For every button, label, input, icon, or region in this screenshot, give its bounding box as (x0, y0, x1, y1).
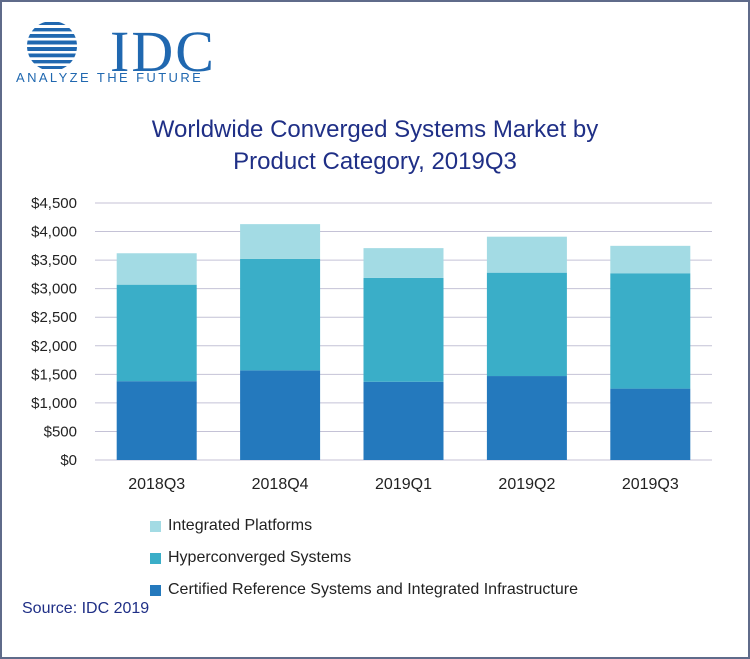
legend: Integrated Platforms Hyperconverged Syst… (150, 510, 578, 606)
y-tick-label: $500 (44, 423, 77, 440)
legend-label-hyperconverged-systems: Hyperconverged Systems (168, 549, 352, 566)
legend-swatch-integrated-platforms (150, 520, 161, 532)
bar-segment-2019Q3-0 (610, 388, 691, 460)
y-tick-label: $4,500 (31, 195, 77, 212)
legend-swatch-hyperconverged-systems (150, 552, 161, 564)
logo-wordmark: IDC (110, 19, 216, 84)
bar-segment-2018Q3-1 (116, 284, 197, 382)
bar-segment-2018Q4-2 (240, 224, 321, 259)
bar-segment-2018Q3-0 (116, 381, 197, 460)
chart-title-line-2: Product Category, 2019Q3 (233, 148, 517, 175)
x-tick-label: 2018Q3 (128, 476, 185, 493)
bar-segment-2018Q4-1 (240, 258, 321, 371)
bar-segment-2019Q1-0 (363, 381, 444, 460)
bar-segment-2018Q3-2 (116, 253, 197, 285)
y-tick-label: $1,500 (31, 366, 77, 383)
legend-item-certified-reference: Certified Reference Systems and Integrat… (150, 574, 578, 606)
y-tick-label: $2,000 (31, 338, 77, 355)
legend-item-integrated-platforms: Integrated Platforms (150, 510, 578, 542)
bar-segment-2019Q1-1 (363, 277, 444, 382)
y-tick-label: $2,500 (31, 309, 77, 326)
bar-segment-2019Q3-2 (610, 245, 691, 274)
chart-title-line-1: Worldwide Converged Systems Market by (151, 116, 599, 143)
x-tick-label: 2019Q3 (622, 476, 679, 493)
legend-label-certified-reference: Certified Reference Systems and Integrat… (168, 581, 578, 598)
x-tick-label: 2018Q4 (252, 476, 309, 493)
bar-segment-2019Q2-1 (486, 272, 567, 377)
globe-icon (27, 22, 77, 69)
chart-title: Worldwide Converged Systems Market by Pr… (0, 114, 750, 178)
source-note: Source: IDC 2019 (22, 600, 150, 617)
bar-segment-2018Q4-0 (240, 370, 321, 460)
bar-segment-2019Q1-2 (363, 248, 444, 278)
x-tick-label: 2019Q1 (375, 476, 432, 493)
y-tick-label: $1,000 (31, 395, 77, 412)
logo-tagline: ANALYZE THE FUTURE (16, 70, 204, 85)
bar-segment-2019Q3-1 (610, 273, 691, 389)
legend-item-hyperconverged-systems: Hyperconverged Systems (150, 542, 578, 574)
bar-segment-2019Q2-0 (486, 376, 567, 460)
y-tick-label: $4,000 (31, 224, 77, 241)
y-tick-label: $3,000 (31, 281, 77, 298)
legend-swatch-certified-reference (150, 584, 161, 596)
idc-logo: IDC ANALYZE THE FUTURE (14, 20, 214, 90)
bar-segment-2019Q2-2 (486, 236, 567, 273)
y-tick-label: $3,500 (31, 252, 77, 269)
y-tick-label: $0 (60, 452, 77, 469)
x-tick-label: 2019Q2 (498, 476, 555, 493)
legend-label-integrated-platforms: Integrated Platforms (168, 517, 313, 534)
stacked-bar-chart: $0 $500 $1,000 $1,500 $2,000 $2,500 $3,000 $3,5… (31, 195, 712, 493)
